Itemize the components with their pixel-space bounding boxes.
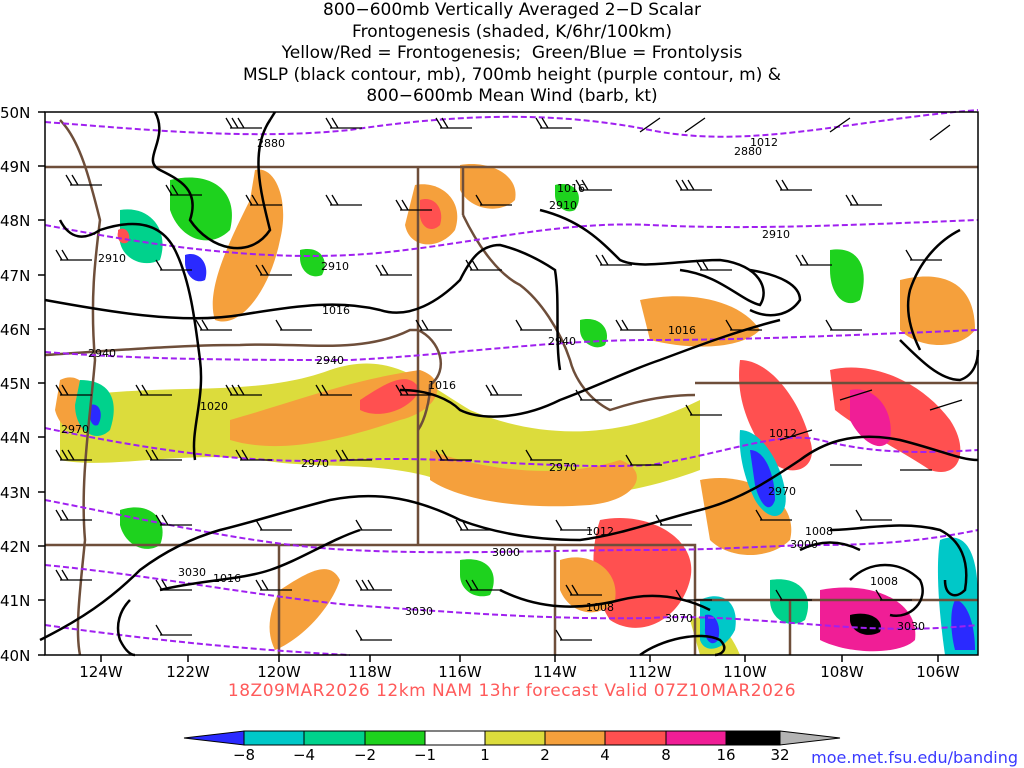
lat-label: 42N bbox=[0, 538, 30, 556]
colorbar-cell-3 bbox=[364, 730, 426, 746]
height-label: 3000 bbox=[492, 546, 520, 559]
lat-label: 45N bbox=[0, 375, 30, 393]
height-label: 2940 bbox=[316, 354, 344, 367]
pressure-label: 1008 bbox=[586, 601, 614, 614]
colorbar-label: −2 bbox=[354, 746, 376, 764]
colorbar-cell-10 bbox=[779, 730, 841, 746]
pressure-label: 1008 bbox=[870, 575, 898, 588]
title-line-1: 800−600mb Vertically Averaged 2−D Scalar bbox=[323, 0, 701, 20]
lat-label: 44N bbox=[0, 429, 30, 447]
pressure-label: 1016 bbox=[668, 324, 696, 337]
lat-label: 46N bbox=[0, 321, 30, 339]
height-label: 3070 bbox=[665, 612, 693, 625]
height-label: 2910 bbox=[321, 260, 349, 273]
pressure-label: 1012 bbox=[586, 525, 614, 538]
political-borders bbox=[44, 119, 978, 656]
title-line-5: 800−600mb Mean Wind (barb, kt) bbox=[366, 86, 658, 106]
colorbar-label: 32 bbox=[770, 746, 789, 764]
frontogenesis-shading bbox=[55, 164, 978, 655]
lat-label: 43N bbox=[0, 484, 30, 502]
colorbar-cell-5 bbox=[484, 730, 546, 746]
lat-label: 50N bbox=[0, 104, 30, 122]
height-label: 2910 bbox=[762, 228, 790, 241]
title-line-3: Yellow/Red = Frontogenesis; Green/Blue =… bbox=[281, 43, 743, 63]
pressure-label: 1012 bbox=[750, 136, 778, 149]
lon-label: 108W bbox=[820, 663, 864, 681]
lat-label: 48N bbox=[0, 212, 30, 230]
colorbar-cell-4 bbox=[424, 730, 486, 746]
longitude-axis: 124W 122W 120W 118W 116W 114W 112W 110W … bbox=[79, 655, 960, 681]
pressure-label: 1016 bbox=[213, 572, 241, 585]
lon-label: 116W bbox=[438, 663, 482, 681]
lon-label: 118W bbox=[348, 663, 392, 681]
source-credit-link[interactable]: moe.met.fsu.edu/banding bbox=[811, 748, 1018, 767]
colorbar-cell-1 bbox=[243, 730, 305, 746]
lat-label: 41N bbox=[0, 592, 30, 610]
pressure-label: 1008 bbox=[805, 525, 833, 538]
colorbar-label: 8 bbox=[661, 746, 671, 764]
height-label: 2970 bbox=[549, 461, 577, 474]
title-line-4: MSLP (black contour, mb), 700mb height (… bbox=[242, 64, 782, 85]
valid-time-text: 18Z09MAR2026 12km NAM 13hr forecast Vali… bbox=[227, 681, 797, 701]
height-label: 2940 bbox=[88, 347, 116, 360]
lat-label: 40N bbox=[0, 647, 30, 665]
pressure-label: 1016 bbox=[322, 304, 350, 317]
lon-label: 110W bbox=[723, 663, 767, 681]
colorbar-cell-6 bbox=[544, 730, 606, 746]
colorbar-cell-8 bbox=[665, 730, 727, 746]
height-label: 3030 bbox=[897, 620, 925, 633]
height-label: 3030 bbox=[405, 605, 433, 618]
pressure-label: 1012 bbox=[769, 427, 797, 440]
title-line-2: Frontogenesis (shaded, K/6hr/100km) bbox=[352, 21, 672, 42]
colorbar-label: −1 bbox=[414, 746, 436, 764]
height-contours bbox=[44, 109, 979, 656]
colorbar-cell-9 bbox=[725, 730, 781, 746]
lat-label: 49N bbox=[0, 158, 30, 176]
height-contour-labels: 2880 2880 2910 2910 2910 2910 2940 2940 … bbox=[61, 137, 925, 633]
map-title: 800−600mb Vertically Averaged 2−D Scalar… bbox=[0, 0, 1024, 108]
latitude-axis: 50N 49N 48N 47N 46N 45N 44N 43N 42N 41N … bbox=[0, 104, 45, 665]
height-label: 2970 bbox=[61, 423, 89, 436]
height-label: 3000 bbox=[790, 538, 818, 551]
pressure-label: 1016 bbox=[557, 182, 585, 195]
colorbar-label: 4 bbox=[600, 746, 610, 764]
pressure-label: 1016 bbox=[428, 379, 456, 392]
lon-label: 122W bbox=[166, 663, 210, 681]
colorbar-cell-2 bbox=[303, 730, 366, 746]
colorbar-label: 2 bbox=[540, 746, 550, 764]
height-label: 2970 bbox=[301, 457, 329, 470]
contour-labels: 2880 2880 2910 2910 2910 2910 2940 2940 … bbox=[61, 136, 925, 633]
colorbar-cell-0 bbox=[183, 730, 245, 746]
pressure-contour-labels: 1012 1016 1016 1016 1016 1020 1016 1012 … bbox=[200, 136, 898, 614]
lat-label: 47N bbox=[0, 267, 30, 285]
height-label: 2970 bbox=[768, 485, 796, 498]
lon-label: 120W bbox=[257, 663, 301, 681]
colorbar: −8 −4 −2 −1 1 2 4 8 16 32 bbox=[183, 730, 841, 764]
pressure-contours bbox=[39, 111, 980, 657]
height-label: 3030 bbox=[178, 566, 206, 579]
colorbar-label: 1 bbox=[480, 746, 490, 764]
height-label: 2940 bbox=[548, 335, 576, 348]
lon-label: 106W bbox=[916, 663, 960, 681]
colorbar-label: 16 bbox=[716, 746, 735, 764]
pressure-label: 1020 bbox=[200, 400, 228, 413]
height-label: 2880 bbox=[257, 137, 285, 150]
lon-label: 124W bbox=[79, 663, 123, 681]
lon-label: 112W bbox=[628, 663, 672, 681]
wind-barbs bbox=[55, 117, 963, 641]
height-label: 2880 bbox=[734, 145, 762, 158]
colorbar-label: −8 bbox=[233, 746, 255, 764]
colorbar-label: −4 bbox=[293, 746, 315, 764]
colorbar-cell-7 bbox=[604, 730, 667, 746]
lon-label: 114W bbox=[533, 663, 577, 681]
height-label: 2910 bbox=[98, 252, 126, 265]
height-label: 2910 bbox=[549, 199, 577, 212]
